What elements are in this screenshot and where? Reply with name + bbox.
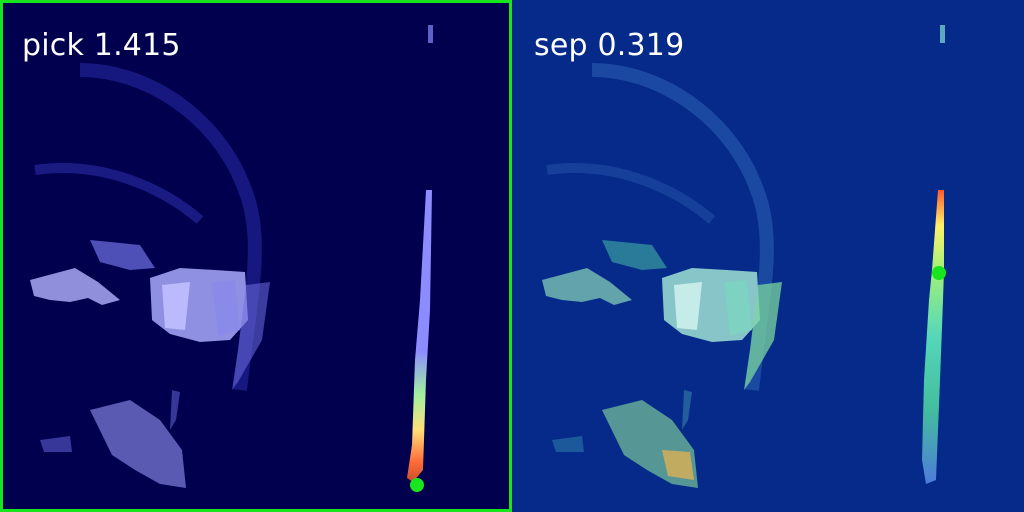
sep-heatmap-panel[interactable]: sep 0.319: [512, 0, 1024, 512]
pick-marker-dot: [410, 478, 424, 492]
pick-heatmap-panel[interactable]: pick 1.415: [0, 0, 512, 512]
sep-marker-dot: [932, 266, 946, 280]
sep-heatmap-image: [542, 25, 945, 488]
sep-score-label: sep 0.319: [534, 28, 685, 63]
pick-heatmap-image: [30, 25, 433, 488]
pick-score-label: pick 1.415: [22, 28, 181, 63]
